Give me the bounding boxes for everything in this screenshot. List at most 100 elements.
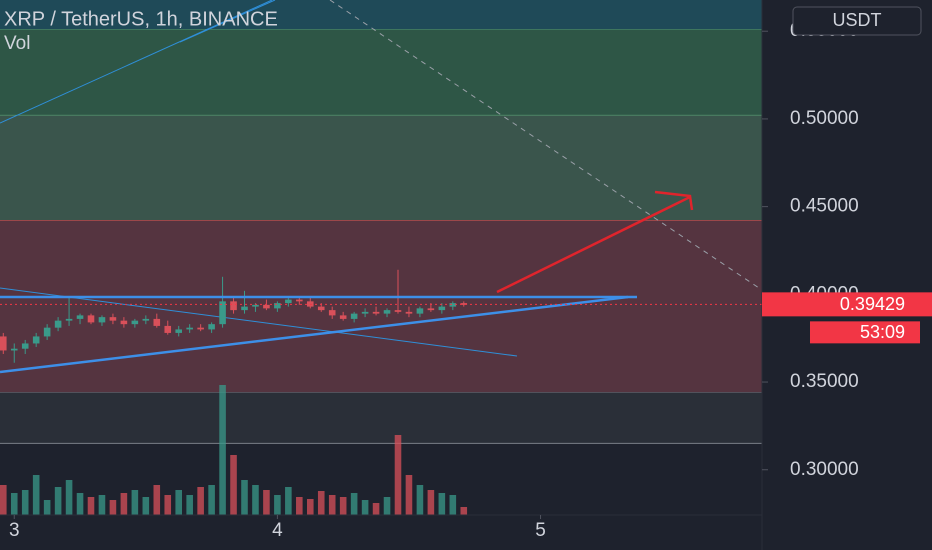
volume-bar (197, 487, 204, 515)
volume-bar (87, 497, 95, 515)
candles (0, 269, 468, 363)
volume-bar (339, 497, 347, 515)
volume-bar (241, 480, 248, 515)
volume-bar (427, 490, 435, 515)
dashed-line (329, 0, 763, 291)
volume-bar (54, 487, 62, 515)
candle-body (131, 320, 139, 325)
candle-body (65, 318, 73, 321)
volume-bar (153, 485, 161, 515)
zone (0, 0, 762, 30)
volume-bar (131, 490, 139, 515)
volume-bar (328, 495, 336, 515)
volume-bar (285, 487, 292, 515)
volume-bar (383, 497, 391, 515)
candle-body (383, 310, 391, 314)
candle-body (438, 306, 446, 311)
x-tick-label: 5 (535, 520, 546, 541)
arrow (496, 195, 691, 294)
drawings-top (0, 190, 694, 374)
candle-body (361, 311, 369, 314)
volume-bar (274, 495, 281, 515)
volume-bar (296, 497, 303, 515)
volume-bar (372, 503, 380, 515)
x-tick-label: 3 (9, 520, 20, 541)
x-tick-label: 4 (272, 520, 283, 541)
volume-bar (0, 485, 7, 515)
zone (0, 29, 762, 116)
candle-body (263, 304, 270, 309)
volume-bar (120, 493, 128, 515)
candle-body (10, 348, 18, 351)
candle-body (449, 303, 457, 307)
candle-body (219, 301, 226, 325)
y-tick-label: 0.30000 (790, 459, 859, 480)
candle-body (372, 311, 380, 314)
candle-body (339, 315, 347, 319)
volume-bar (394, 435, 402, 515)
volume-bar (438, 493, 446, 515)
volume-bar (32, 475, 40, 515)
candle-body (120, 320, 128, 325)
candle-body (0, 336, 7, 351)
countdown-box (810, 321, 920, 344)
candle-body (405, 311, 413, 314)
candle-body (32, 336, 40, 344)
candle-body (54, 320, 62, 328)
trend-line (0, 0, 273, 124)
price-axis (762, 0, 932, 550)
candle-body (328, 310, 336, 316)
candle-body (427, 308, 435, 311)
volume-bar (416, 485, 424, 515)
volume-pane (0, 385, 468, 515)
candle-body (175, 329, 183, 333)
support-line (0, 295, 629, 374)
candle-body (317, 306, 325, 311)
trend-line (0, 287, 518, 357)
candle-body (76, 315, 84, 319)
currency-box[interactable] (792, 6, 922, 36)
candle-body (274, 303, 281, 309)
volume-bar (263, 490, 270, 515)
volume-bar (449, 495, 457, 515)
candle-body (296, 299, 303, 302)
candle-body (98, 317, 106, 323)
volume-bar (460, 507, 468, 515)
y-tick-label: 0.45000 (790, 196, 859, 217)
volume-bar (361, 500, 369, 515)
volume-bar (10, 493, 18, 515)
zone (0, 392, 762, 444)
candle-body (394, 310, 402, 312)
price-label: 0.39429 (840, 294, 905, 314)
countdown: 53:09 (860, 322, 905, 342)
zones (0, 0, 762, 444)
candle-body (208, 324, 215, 330)
zone (0, 115, 762, 221)
volume-bar (175, 490, 183, 515)
volume-bar (252, 485, 259, 515)
candle-body (350, 313, 358, 319)
price-box (762, 292, 932, 317)
volume-bar (186, 495, 193, 515)
chart-title: XRP / TetherUS, 1h, BINANCE (4, 8, 278, 30)
candle-body (252, 304, 259, 307)
candle-body (460, 303, 468, 305)
currency: USDT (833, 10, 882, 30)
candle-body (197, 327, 204, 330)
volume-bar (76, 493, 84, 515)
candle-body (21, 343, 29, 349)
volume-bar (350, 493, 358, 515)
arrow-head (654, 190, 694, 211)
candle-body (186, 327, 193, 330)
volume-label: Vol (4, 33, 30, 54)
candle-body (153, 318, 161, 326)
volume-bar (405, 475, 413, 515)
volume-bar (65, 480, 73, 515)
volume-bar (306, 499, 314, 515)
volume-bar (219, 385, 226, 515)
candle-body (87, 315, 95, 323)
volume-bar (142, 497, 150, 515)
candle-body (109, 317, 117, 321)
